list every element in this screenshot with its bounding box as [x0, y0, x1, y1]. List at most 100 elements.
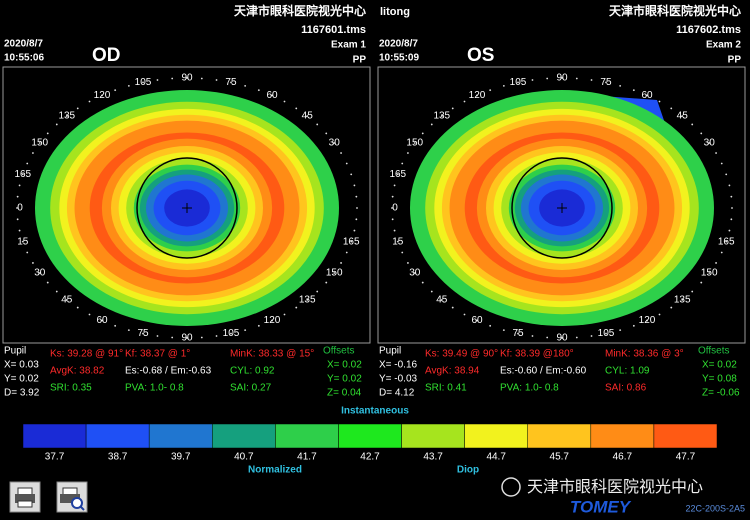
angle-dot — [230, 332, 232, 335]
angle-label: 15 — [17, 236, 29, 247]
angle-dot — [325, 132, 328, 135]
angle-dot — [18, 229, 21, 232]
angle-dot — [658, 100, 661, 103]
icon — [15, 494, 35, 503]
angle-dot — [200, 336, 203, 339]
angle-dot — [114, 89, 117, 92]
angle-dot — [681, 299, 684, 301]
print-button[interactable] — [9, 481, 41, 513]
angle-dot — [715, 152, 717, 154]
scale-value: 45.7 — [550, 452, 570, 463]
angle-dot — [18, 184, 21, 187]
angle-dot — [658, 313, 661, 316]
angle-dot — [517, 81, 519, 84]
scale-swatch — [275, 423, 339, 449]
angle-dot — [440, 115, 443, 117]
angle-dot — [619, 329, 622, 332]
angle-dot — [646, 94, 648, 97]
stat-text: SRI: 0.41 — [425, 383, 467, 394]
angle-label: 105 — [223, 328, 240, 339]
angle-dot — [700, 281, 703, 284]
scale-title: Instantaneous — [341, 406, 409, 417]
angle-dot — [440, 299, 443, 301]
stat-text: AvgK: 38.94 — [425, 366, 480, 377]
angle-dot — [728, 229, 731, 232]
angle-dot — [271, 319, 273, 322]
angle-dot — [681, 115, 684, 117]
angle-dot — [283, 313, 286, 316]
angle-label: 135 — [674, 295, 691, 306]
color-map — [35, 90, 339, 326]
stat-text: Y= 0.08 — [702, 374, 737, 385]
stat-text: X= -0.16 — [379, 360, 418, 371]
angle-label: 30 — [34, 268, 46, 279]
angle-dot — [114, 324, 117, 327]
angle-dot — [55, 123, 58, 126]
angle-label: 90 — [556, 73, 568, 84]
scale-swatch — [148, 423, 213, 449]
scale-swatch — [401, 423, 465, 449]
angle-label: 0 — [17, 203, 23, 214]
angle-dot — [561, 337, 563, 339]
scale-value: 42.7 — [360, 452, 380, 463]
icon — [79, 505, 85, 511]
angle-dot — [306, 115, 309, 117]
angle-dot — [186, 337, 188, 339]
angle-dot — [171, 77, 174, 80]
angle-dot — [720, 251, 723, 254]
angle-dot — [244, 84, 247, 87]
angle-dot — [16, 195, 19, 198]
angle-dot — [21, 173, 24, 176]
angle-label: 165 — [343, 236, 360, 247]
angle-dot — [605, 81, 607, 84]
angle-dot — [186, 77, 188, 79]
angle-dot — [590, 79, 593, 81]
patient-name: litong — [380, 6, 410, 18]
angle-dot — [316, 290, 319, 293]
stat-text: SAI: 0.86 — [605, 383, 647, 394]
angle-dot — [355, 218, 358, 221]
icon — [60, 494, 80, 503]
angle-label: 30 — [409, 268, 421, 279]
angle-dot — [605, 332, 607, 335]
print-preview-button[interactable] — [56, 481, 88, 513]
scale-value: 39.7 — [171, 452, 191, 463]
stat-text: Es:-0.68 / Em:-0.63 — [125, 366, 212, 377]
wechat-icon — [501, 477, 521, 497]
angle-dot — [670, 107, 673, 110]
angle-dot — [502, 84, 505, 87]
angle-label: 45 — [677, 111, 689, 122]
angle-dot — [401, 251, 404, 254]
angle-dot — [142, 332, 144, 335]
icon — [71, 497, 83, 509]
angle-dot — [396, 240, 399, 243]
angle-dot — [16, 218, 19, 221]
angle-dot — [38, 142, 41, 144]
angle-dot — [725, 240, 728, 243]
angle-label: 30 — [704, 138, 716, 149]
angle-dot — [76, 107, 79, 110]
angle-label: 120 — [94, 90, 111, 101]
angle-dot — [590, 335, 593, 337]
angle-dot — [396, 173, 399, 176]
angle-dot — [127, 84, 130, 87]
mode: PP — [353, 55, 367, 66]
scale-value: 41.7 — [297, 452, 317, 463]
angle-dot — [489, 89, 492, 92]
angle-label: 30 — [329, 138, 341, 149]
brand: TOMEY — [570, 497, 632, 516]
angle-dot — [731, 207, 733, 209]
angle-label: 105 — [510, 77, 527, 88]
angle-dot — [720, 162, 723, 165]
angle-dot — [561, 77, 563, 79]
angle-label: 120 — [264, 315, 281, 326]
angle-dot — [502, 329, 505, 332]
angle-dot — [451, 107, 454, 110]
angle-dot — [670, 306, 673, 309]
angle-dot — [575, 77, 578, 80]
angle-label: 90 — [181, 73, 193, 84]
stat-text: Pupil — [4, 346, 26, 357]
angle-dot — [295, 306, 298, 309]
